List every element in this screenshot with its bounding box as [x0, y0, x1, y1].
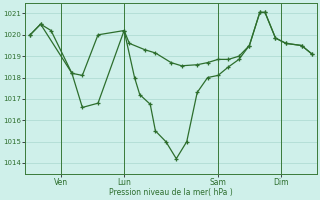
X-axis label: Pression niveau de la mer( hPa ): Pression niveau de la mer( hPa ) [109, 188, 233, 197]
